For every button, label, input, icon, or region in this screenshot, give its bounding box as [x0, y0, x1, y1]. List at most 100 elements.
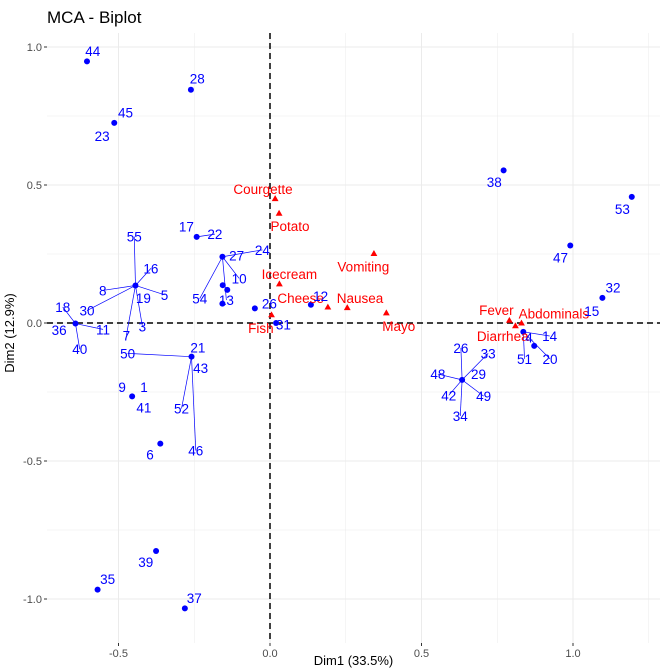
variable-point	[382, 309, 390, 316]
y-axis-title: Dim2 (12.9%)	[2, 293, 17, 372]
individual-label: 33	[481, 346, 496, 361]
individual-label: 52	[174, 402, 189, 417]
individual-label: 41	[136, 400, 151, 415]
individual-label: 51	[517, 352, 532, 367]
individual-label: 47	[553, 250, 568, 265]
x-tick-label: 1.0	[565, 648, 580, 660]
leader-line	[75, 323, 81, 350]
label-leader-lines	[62, 233, 551, 451]
variable-label: Mayo	[382, 319, 415, 334]
leader-line	[127, 353, 192, 358]
leader-line	[199, 256, 223, 299]
individual-label: 6	[146, 448, 154, 463]
variable-label: Vomiting	[337, 259, 389, 274]
individual-label: 42	[441, 388, 456, 403]
individual-label: 20	[542, 352, 557, 367]
x-axis-title: Dim1 (33.5%)	[314, 653, 393, 668]
chart-title: MCA - Biplot	[47, 8, 142, 27]
individual-point	[72, 320, 79, 327]
variable-point	[505, 316, 513, 323]
individual-label: 1	[140, 380, 148, 395]
individual-label: 34	[453, 409, 469, 424]
leader-line	[181, 356, 192, 409]
variable-label: Nausea	[337, 291, 384, 306]
individual-label: 38	[487, 175, 502, 190]
individual-label: 3	[139, 320, 147, 335]
individual-point	[273, 320, 280, 326]
variable-point	[324, 303, 332, 310]
individual-point	[111, 119, 118, 126]
individual-point	[599, 294, 606, 301]
individual-label: 10	[232, 271, 247, 286]
leader-line	[135, 285, 165, 296]
individual-point	[219, 282, 226, 289]
individual-label: 13	[219, 293, 234, 308]
individual-label: 43	[193, 361, 208, 376]
individual-label: 30	[79, 304, 94, 319]
individual-label: 39	[138, 555, 153, 570]
leader-line	[196, 233, 215, 238]
individual-label: 32	[605, 281, 620, 296]
variable-label: Fish	[248, 321, 274, 336]
variable-point	[518, 319, 525, 326]
individual-point	[531, 342, 538, 349]
individual-point	[132, 282, 139, 289]
individual-point	[188, 353, 195, 360]
individual-label: 28	[190, 72, 205, 87]
variable-point	[268, 311, 275, 318]
individual-label: 11	[96, 322, 110, 337]
individual-point	[219, 253, 226, 260]
variable-label: Cheese	[277, 291, 324, 306]
variable-label: Potato	[270, 219, 309, 234]
individual-label: 36	[52, 323, 67, 338]
variable-label: Fever	[479, 303, 514, 318]
individual-label: 46	[188, 444, 203, 459]
variable-point	[271, 195, 279, 202]
leader-line	[459, 379, 463, 417]
leader-line	[191, 356, 197, 451]
individual-label: 31	[276, 317, 291, 332]
grid	[47, 33, 660, 643]
individual-point	[187, 86, 194, 93]
individual-point	[94, 586, 101, 593]
leader-line	[461, 379, 484, 397]
individual-point	[500, 167, 507, 174]
individual-label: 19	[136, 291, 151, 306]
x-tick-label: -0.5	[109, 648, 128, 660]
individual-point	[520, 328, 527, 335]
individual-point	[307, 301, 314, 308]
variable-point	[343, 304, 351, 311]
leader-line	[448, 379, 463, 396]
individual-label: 12	[313, 289, 328, 304]
individual-label: 5	[161, 288, 169, 303]
individual-label: 21	[190, 340, 205, 355]
individual-label: 17	[179, 219, 194, 234]
individual-label: 8	[99, 283, 107, 298]
x-tick-label: 0.5	[414, 648, 429, 660]
individual-point	[567, 242, 574, 249]
individual-label: 27	[229, 249, 244, 264]
individual-label: 26	[262, 296, 277, 311]
individual-label: 14	[542, 329, 558, 344]
leader-line	[522, 331, 525, 359]
individual-label: 15	[584, 304, 599, 319]
y-tick-label: -0.5	[23, 456, 42, 468]
individual-markers	[72, 58, 635, 612]
individual-label: 40	[72, 342, 87, 357]
leader-line	[102, 285, 136, 291]
variable-label: Courgette	[233, 182, 292, 197]
individual-label: 53	[615, 202, 630, 217]
variable-point	[512, 322, 519, 329]
leader-line	[133, 236, 136, 286]
leader-line	[460, 347, 463, 380]
leader-line	[135, 268, 152, 286]
variable-point	[370, 250, 378, 256]
individual-label: 49	[476, 389, 491, 404]
individual-point	[224, 286, 231, 293]
individual-label: 50	[120, 346, 135, 361]
individual-label: 9	[118, 380, 126, 395]
individual-label: 23	[95, 129, 110, 144]
y-tick-label: -1.0	[23, 594, 42, 606]
